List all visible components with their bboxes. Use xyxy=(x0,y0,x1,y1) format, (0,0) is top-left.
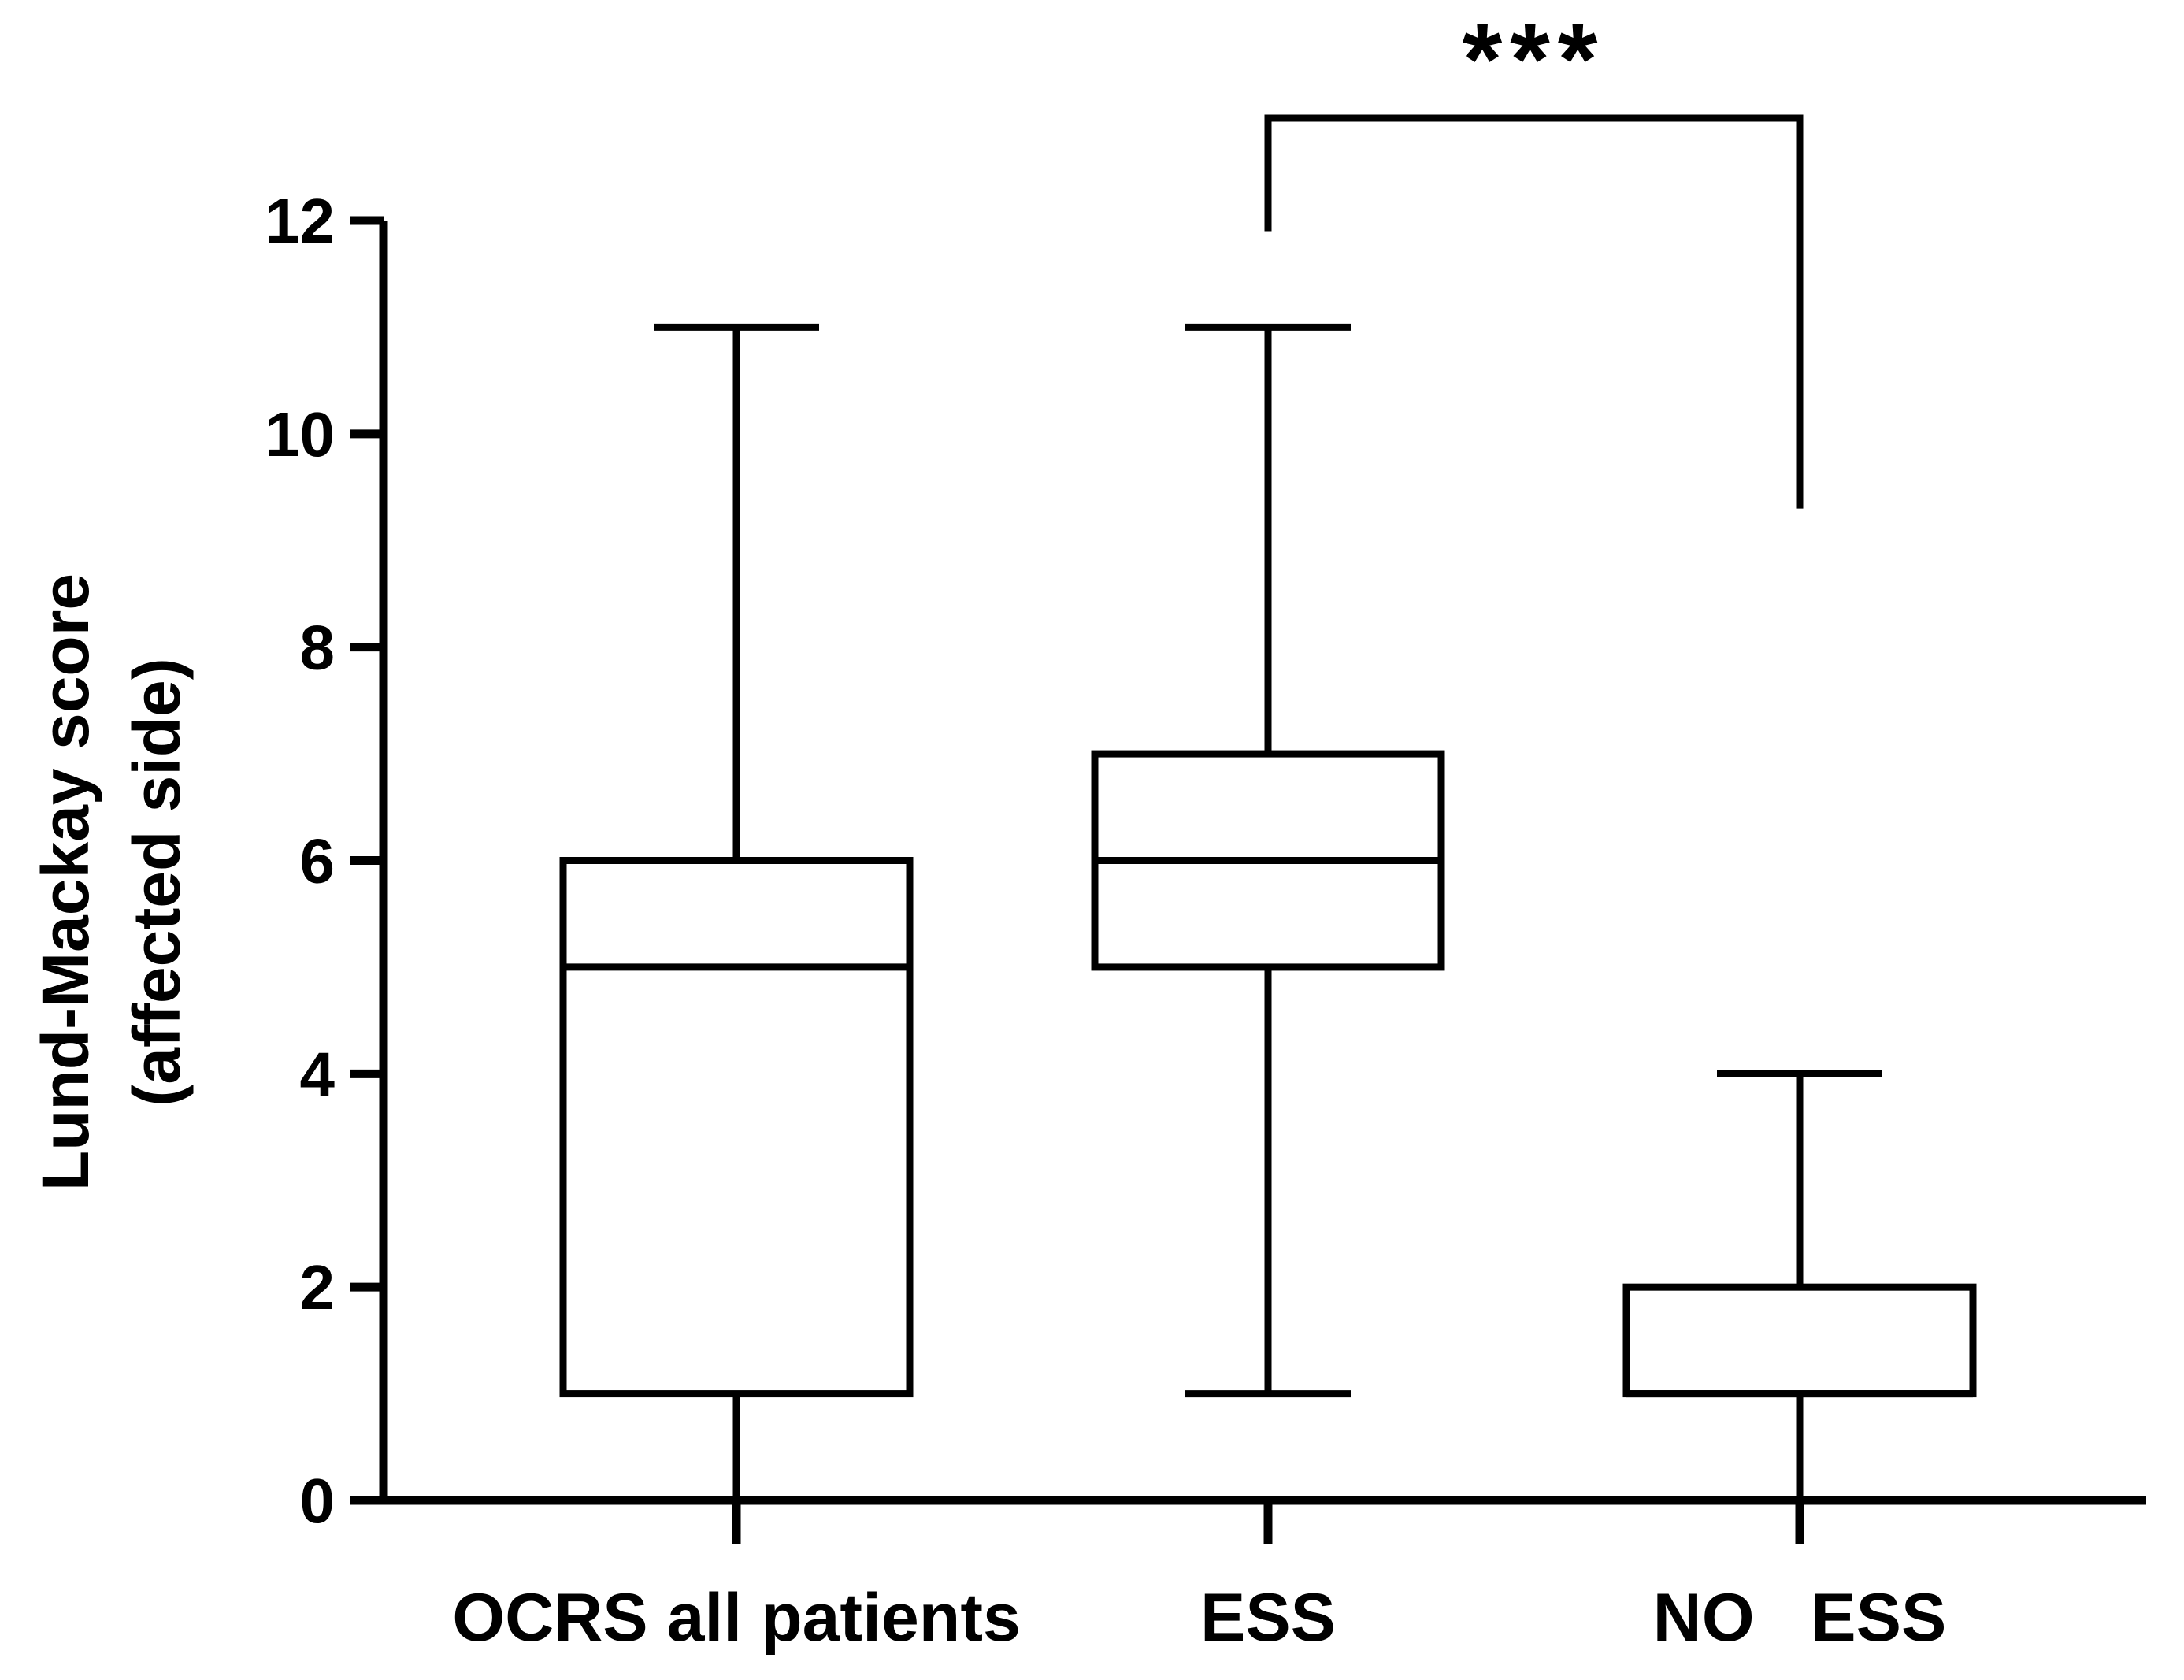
y-tick-label: 6 xyxy=(300,826,336,896)
y-tick-label: 4 xyxy=(300,1039,336,1109)
y-axis-label-line1: Lund-Mackay score xyxy=(28,573,102,1191)
y-tick-label: 2 xyxy=(300,1252,336,1322)
significance-bracket xyxy=(1264,114,1804,509)
significance-label: *** xyxy=(1463,2,1606,117)
y-tick-label: 8 xyxy=(300,613,336,683)
y-tick-label: 10 xyxy=(265,399,335,469)
box xyxy=(559,857,914,1398)
y-axis-label: Lund-Mackay score (affected side) xyxy=(28,573,194,1191)
plot-area: 0 2 4 6 8 10 12 OCRS all patients ESS NO ESS *** xyxy=(265,2,2146,1656)
y-tick-label: 0 xyxy=(300,1466,336,1536)
x-tick-label: ESS xyxy=(1200,1580,1336,1656)
y-tick-label: 12 xyxy=(265,186,335,256)
x-tick-label: NO ESS xyxy=(1653,1580,1947,1656)
box xyxy=(1622,1283,1977,1398)
y-axis-label-line2: (affected side) xyxy=(120,658,194,1106)
x-tick-label: OCRS all patients xyxy=(452,1580,1021,1656)
